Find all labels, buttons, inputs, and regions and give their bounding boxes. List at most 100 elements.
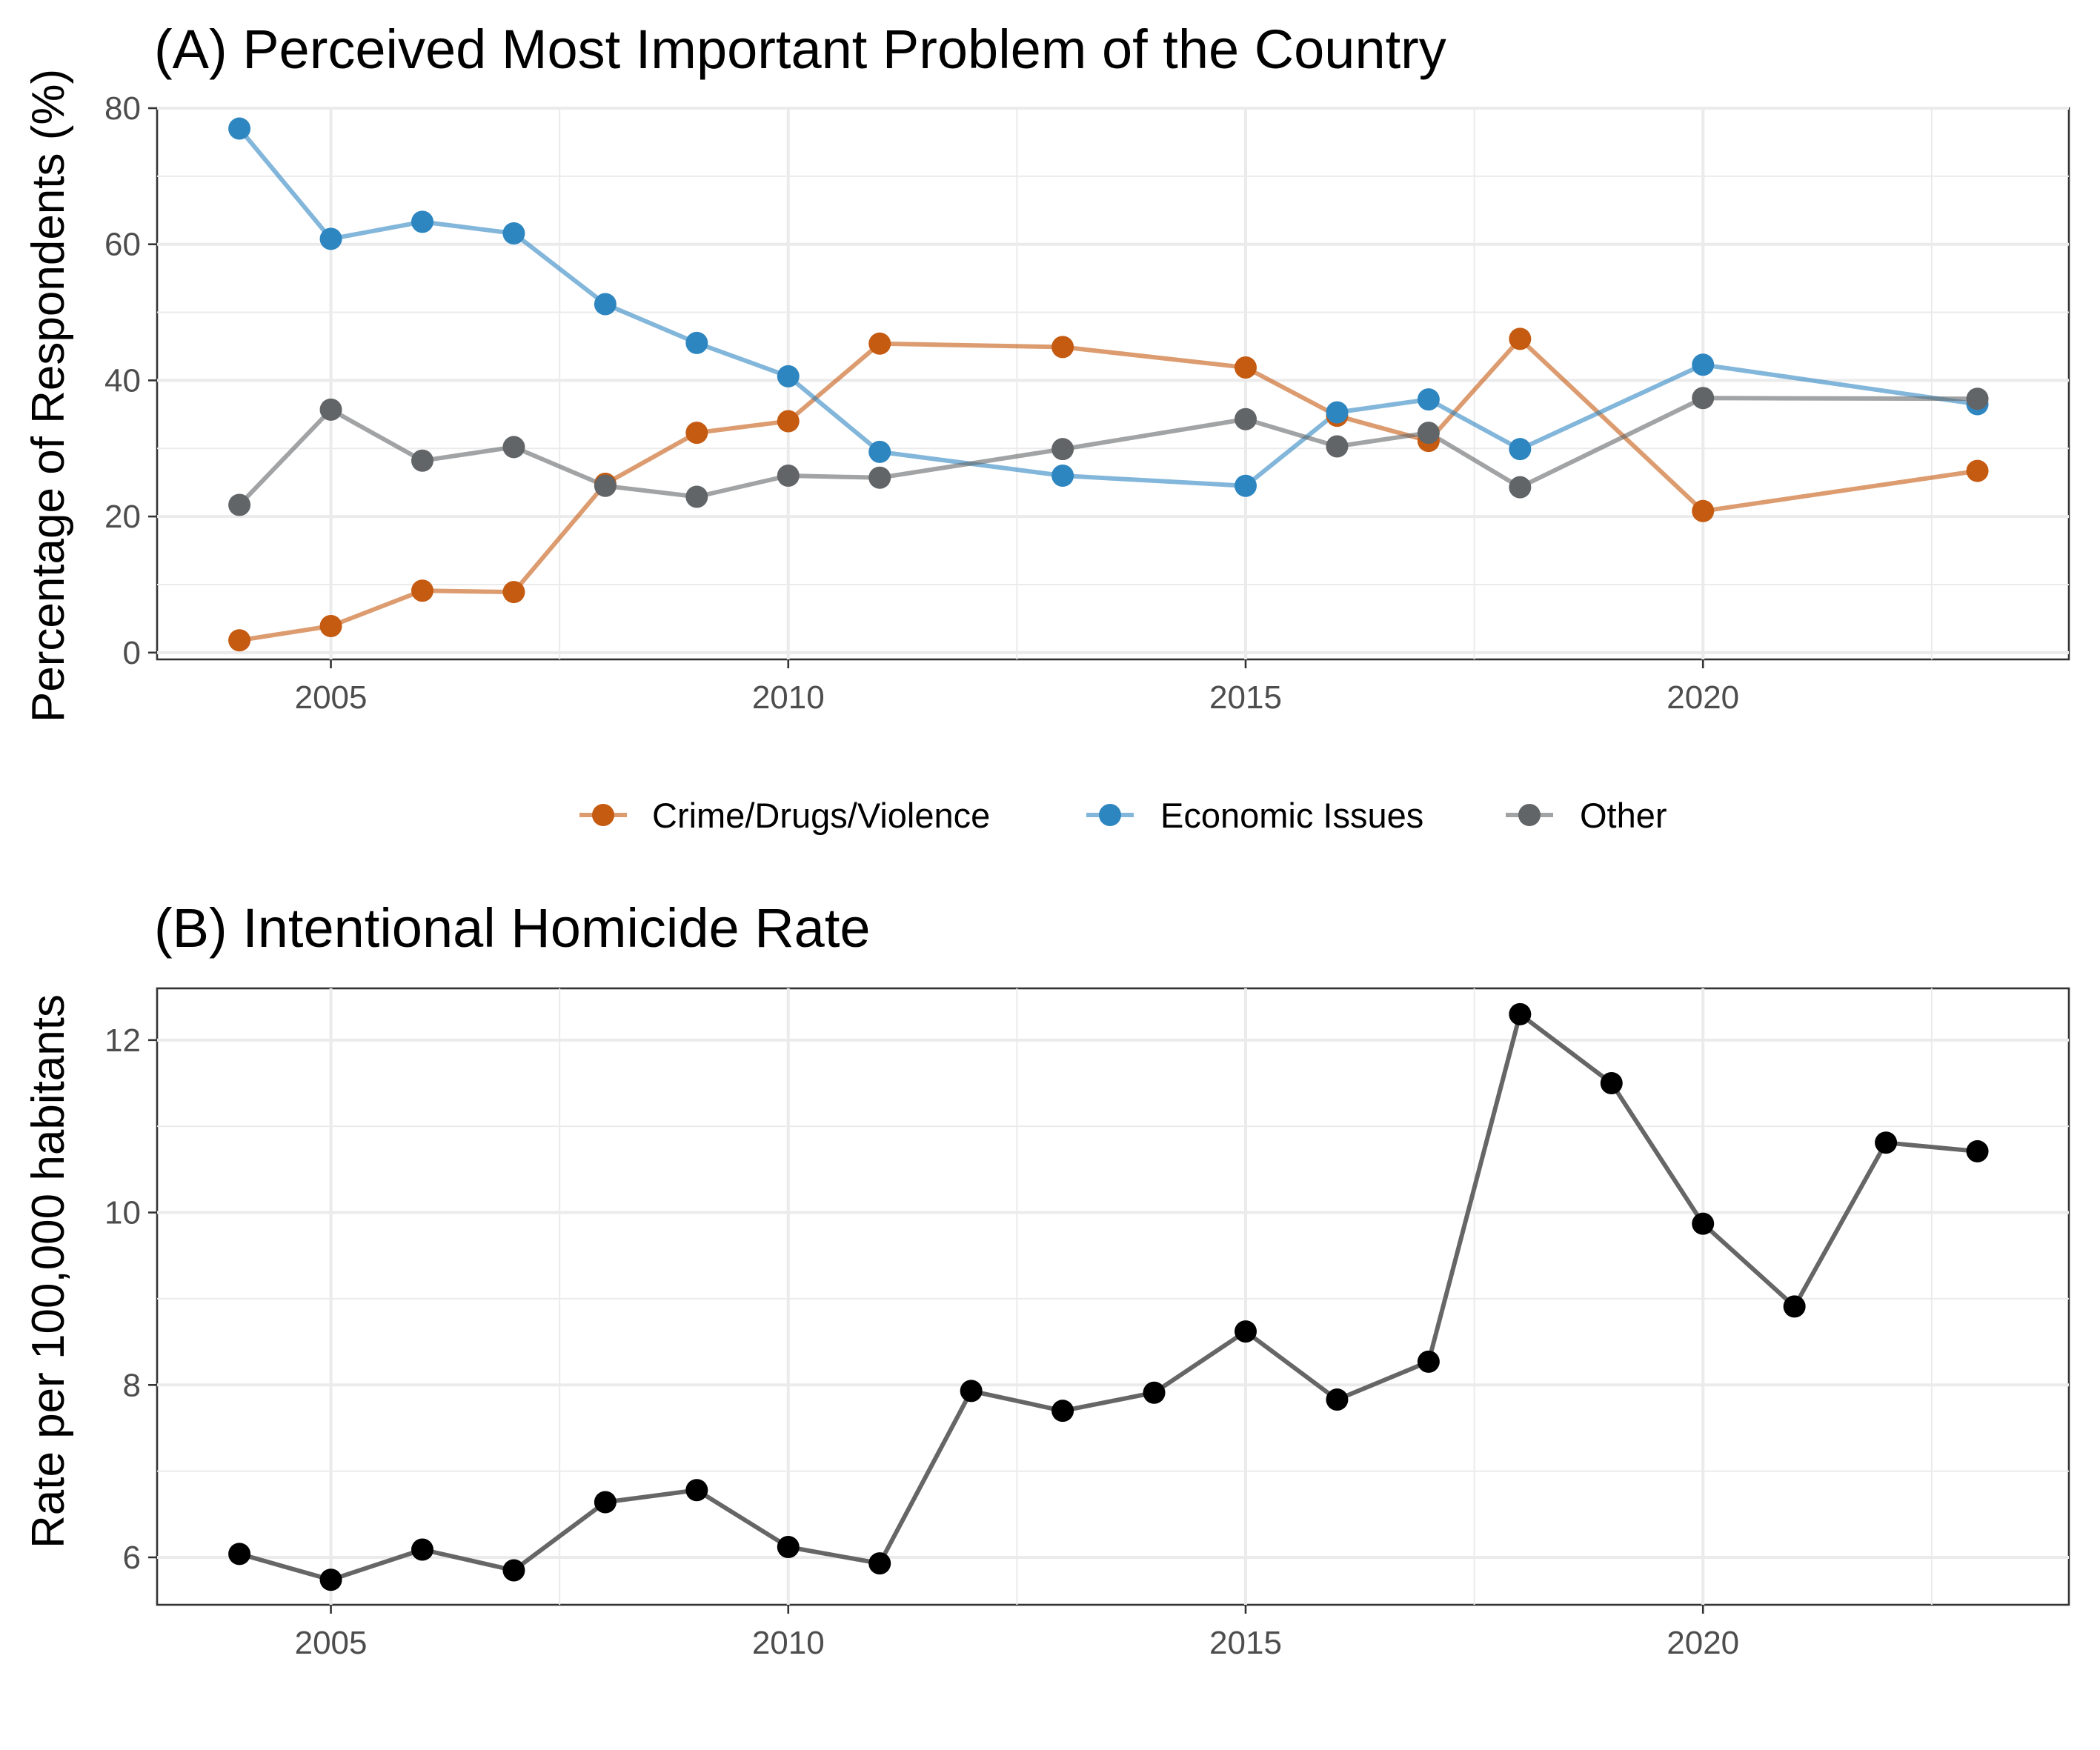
legend: Crime/Drugs/Violence Economic Issues Oth… — [579, 796, 1667, 835]
legend-crime-marker — [592, 804, 614, 826]
x-tick-label: 2020 — [1667, 1625, 1739, 1661]
x-tick-label: 2010 — [752, 679, 825, 716]
data-point-series-2 — [868, 466, 891, 489]
data-point-series-0 — [1692, 1212, 1715, 1235]
panel-a-title: (A) Perceived Most Important Problem of … — [154, 19, 1446, 80]
legend-economic-label: Economic Issues — [1160, 796, 1423, 835]
data-point-series-0 — [411, 1538, 433, 1561]
data-point-series-0 — [1509, 1002, 1532, 1025]
y-tick-label: 60 — [104, 227, 141, 263]
panel-b-gridlines — [157, 988, 2069, 1605]
data-point-series-0 — [1875, 1131, 1898, 1154]
data-point-series-1 — [594, 293, 617, 316]
data-point-series-2 — [594, 474, 617, 497]
panel-b-series-lines — [239, 1011, 1978, 1583]
data-point-series-1 — [1234, 474, 1257, 497]
data-point-series-0 — [1051, 336, 1074, 359]
x-tick-label: 2005 — [295, 679, 368, 716]
data-point-series-1 — [777, 365, 800, 387]
data-point-series-2 — [1234, 407, 1257, 430]
data-point-series-2 — [502, 436, 525, 459]
panel-a-series-points — [228, 117, 1989, 652]
data-point-series-2 — [1966, 387, 1989, 410]
data-point-series-0 — [1783, 1295, 1806, 1318]
legend-item-other: Other — [1506, 796, 1667, 835]
y-tick-label: 10 — [104, 1195, 141, 1231]
data-point-series-1 — [502, 222, 525, 245]
y-tick-label: 8 — [123, 1367, 141, 1403]
panel-b-title: (B) Intentional Homicide Rate — [154, 897, 871, 959]
data-point-series-0 — [228, 629, 251, 652]
data-point-series-0 — [502, 1559, 525, 1582]
panel-a-y-axis-label: Percentage of Respondents (%) — [23, 69, 74, 722]
y-tick-label: 40 — [104, 362, 141, 399]
data-point-series-0 — [319, 614, 342, 637]
data-point-series-0 — [1692, 499, 1715, 522]
legend-other-marker — [1518, 804, 1541, 826]
data-point-series-0 — [777, 1536, 800, 1559]
panel-a-axes: 2005 2010 2015 2020 0 20 40 60 80 — [104, 90, 1739, 716]
data-point-series-0 — [502, 581, 525, 604]
data-point-series-2 — [1326, 435, 1349, 458]
data-point-series-0 — [1509, 327, 1532, 350]
data-point-series-0 — [594, 1491, 617, 1514]
legend-item-crime: Crime/Drugs/Violence — [579, 796, 990, 835]
data-point-series-2 — [1417, 422, 1440, 445]
x-tick-label: 2020 — [1667, 679, 1739, 716]
data-point-series-1 — [1051, 465, 1074, 487]
panel-a-problem-chart: (A) Perceived Most Important Problem of … — [23, 19, 2070, 722]
data-point-series-0 — [228, 1543, 251, 1566]
panel-b-series-points — [228, 1002, 1989, 1591]
legend-other-label: Other — [1580, 796, 1667, 835]
data-point-series-0 — [1143, 1381, 1166, 1404]
data-point-series-0 — [411, 579, 433, 602]
y-tick-label: 6 — [123, 1540, 141, 1576]
y-tick-label: 0 — [123, 635, 141, 671]
y-tick-label: 20 — [104, 499, 141, 535]
panel-b-plot-area — [156, 987, 2070, 1606]
data-point-series-1 — [319, 227, 342, 250]
panel-b-y-axis-label: Rate per 100,000 habitants — [23, 994, 74, 1548]
data-point-series-0 — [1234, 1320, 1257, 1343]
data-point-series-2 — [319, 398, 342, 421]
data-point-series-2 — [685, 485, 708, 508]
data-point-series-1 — [1326, 401, 1349, 424]
panel-b-homicide-chart: (B) Intentional Homicide Rate Rate per 1… — [23, 897, 2070, 1661]
data-point-series-0 — [685, 422, 708, 445]
data-point-series-0 — [960, 1380, 983, 1403]
data-point-series-1 — [1509, 438, 1532, 461]
data-point-series-1 — [868, 440, 891, 463]
data-point-series-0 — [1234, 356, 1257, 379]
legend-crime-label: Crime/Drugs/Violence — [652, 796, 990, 835]
data-point-series-0 — [1966, 459, 1989, 482]
data-point-series-0 — [1326, 1388, 1349, 1411]
data-point-series-0 — [868, 332, 891, 355]
y-tick-label: 80 — [104, 90, 141, 127]
data-point-series-2 — [777, 465, 800, 487]
data-point-series-0 — [1417, 1350, 1440, 1373]
data-point-series-0 — [868, 1552, 891, 1575]
legend-economic-marker — [1099, 804, 1121, 826]
series-line-0 — [239, 1011, 1978, 1583]
data-point-series-0 — [685, 1479, 708, 1502]
data-point-series-0 — [1966, 1140, 1989, 1162]
x-tick-label: 2015 — [1209, 1625, 1282, 1661]
data-point-series-2 — [1051, 438, 1074, 461]
panel-b-axes: 2005 2010 2015 2020 6 8 10 12 — [104, 1022, 1739, 1661]
y-tick-label: 12 — [104, 1022, 141, 1059]
x-tick-label: 2005 — [295, 1625, 368, 1661]
data-point-series-0 — [319, 1568, 342, 1591]
data-point-series-1 — [228, 117, 251, 140]
data-point-series-0 — [777, 410, 800, 433]
data-point-series-0 — [1600, 1072, 1623, 1094]
data-point-series-2 — [1509, 476, 1532, 499]
data-point-series-1 — [685, 331, 708, 354]
x-tick-label: 2015 — [1209, 679, 1282, 716]
data-point-series-1 — [1417, 388, 1440, 411]
legend-item-economic: Economic Issues — [1086, 796, 1423, 835]
data-point-series-1 — [411, 210, 433, 233]
data-point-series-2 — [1692, 387, 1715, 410]
data-point-series-2 — [411, 449, 433, 472]
panel-a-plot-area — [156, 107, 2070, 661]
